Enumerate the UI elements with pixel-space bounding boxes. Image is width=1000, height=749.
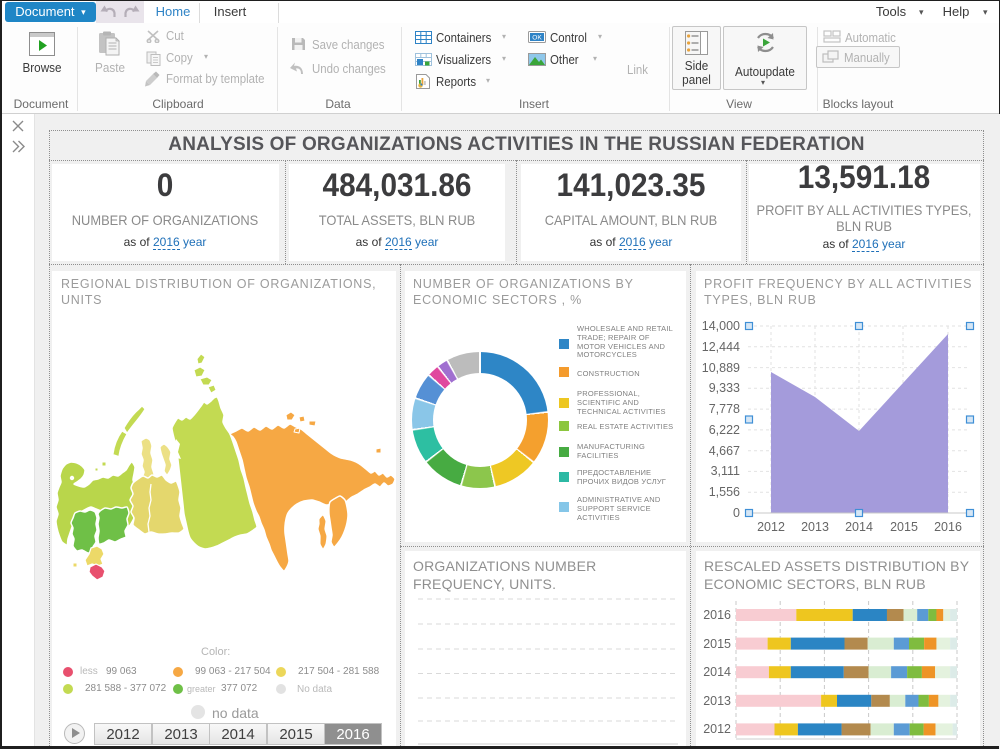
svg-text:OK: OK <box>532 35 542 42</box>
